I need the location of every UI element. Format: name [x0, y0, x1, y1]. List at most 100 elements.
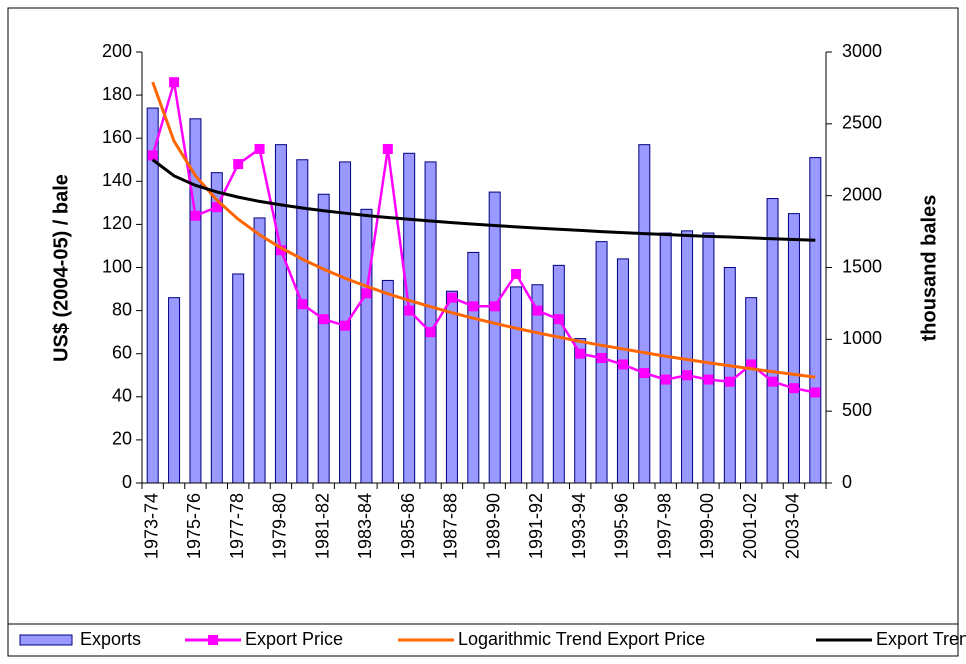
point: [788, 383, 799, 394]
y-tick-label: 100: [102, 256, 132, 276]
point: [767, 376, 778, 387]
point: [639, 368, 650, 379]
legend-frame: [7, 623, 959, 657]
point: [682, 370, 693, 381]
point: [810, 387, 821, 398]
y2-tick-label: 1000: [842, 328, 882, 348]
point: [532, 305, 543, 316]
point: [425, 327, 436, 338]
point: [596, 353, 607, 364]
point: [404, 305, 415, 316]
point: [703, 374, 714, 385]
x-tick-label: 1997-98: [654, 493, 674, 559]
point: [169, 77, 180, 88]
bar: [168, 297, 181, 484]
x-tick-label: 1987-88: [441, 493, 461, 559]
x-tick-label: 1975-76: [184, 493, 204, 559]
bar: [488, 191, 501, 484]
bar: [809, 157, 822, 484]
x-tick-label: 1977-78: [227, 493, 247, 559]
y-tick-label: 200: [102, 41, 132, 61]
bar: [445, 290, 458, 484]
point: [553, 314, 564, 325]
x-tick-label: 2003-04: [783, 493, 803, 559]
point: [489, 301, 500, 312]
point: [340, 320, 351, 331]
y-tick-label: 160: [102, 127, 132, 147]
legend-label: Logarithmic Trend Export Price: [458, 629, 705, 649]
point: [660, 374, 671, 385]
bar: [381, 279, 394, 484]
bar: [681, 230, 694, 484]
legend-swatch: [19, 634, 73, 646]
point: [361, 288, 372, 299]
bar: [787, 213, 800, 484]
x-tick-label: 1999-00: [697, 493, 717, 559]
x-tick-label: 1983-84: [355, 493, 375, 559]
point: [446, 292, 457, 303]
point: [746, 359, 757, 370]
bar: [232, 273, 245, 484]
point: [318, 314, 329, 325]
y-tick-label: 180: [102, 84, 132, 104]
y-tick-label: 120: [102, 213, 132, 233]
point: [254, 143, 265, 154]
y2-tick-label: 3000: [842, 41, 882, 61]
legend-label: Export Trend: [876, 629, 966, 649]
line: [151, 81, 816, 379]
bar: [766, 198, 779, 484]
point: [382, 143, 393, 154]
bar: [403, 152, 416, 484]
y2-tick-label: 2500: [842, 113, 882, 133]
point: [233, 159, 244, 170]
point: [468, 301, 479, 312]
bar: [274, 144, 287, 484]
bar: [702, 232, 715, 484]
y-tick-label: 80: [112, 299, 132, 319]
bar: [510, 286, 523, 484]
bar: [574, 338, 587, 484]
line: [151, 158, 816, 242]
point: [211, 202, 222, 213]
y-tick-label: 140: [102, 170, 132, 190]
y2-tick-label: 0: [842, 472, 852, 492]
x-tick-label: 1991-92: [526, 493, 546, 559]
bar: [467, 251, 480, 484]
bar: [552, 264, 565, 484]
bar: [317, 193, 330, 484]
y2-axis-title: thousand bales: [918, 195, 940, 342]
bar: [638, 144, 651, 484]
x-tick-label: 1985-86: [398, 493, 418, 559]
legend-marker: [208, 635, 218, 645]
bar: [616, 258, 629, 484]
bar: [210, 172, 223, 484]
point: [297, 299, 308, 310]
point: [275, 245, 286, 256]
point: [147, 150, 158, 161]
bar: [424, 161, 437, 484]
point: [617, 359, 628, 370]
x-tick-label: 1979-80: [270, 493, 290, 559]
bar: [723, 267, 736, 484]
bar: [360, 208, 373, 484]
y2-tick-label: 500: [842, 400, 872, 420]
bar: [745, 297, 758, 484]
x-tick-label: 2001-02: [740, 493, 760, 559]
x-tick-label: 1989-90: [483, 493, 503, 559]
y2-tick-label: 1500: [842, 256, 882, 276]
bar: [253, 217, 266, 484]
point: [575, 348, 586, 359]
y-tick-label: 60: [112, 342, 132, 362]
point: [190, 210, 201, 221]
y2-tick-label: 2000: [842, 184, 882, 204]
x-tick-label: 1973-74: [141, 493, 161, 559]
point: [511, 268, 522, 279]
point: [724, 376, 735, 387]
y-tick-label: 0: [122, 472, 132, 492]
legend-label: Exports: [80, 629, 141, 649]
y-tick-label: 40: [112, 386, 132, 406]
x-tick-label: 1993-94: [569, 493, 589, 559]
y-axis-title: US$ (2004-05) / bale: [50, 174, 72, 362]
x-tick-label: 1995-96: [612, 493, 632, 559]
